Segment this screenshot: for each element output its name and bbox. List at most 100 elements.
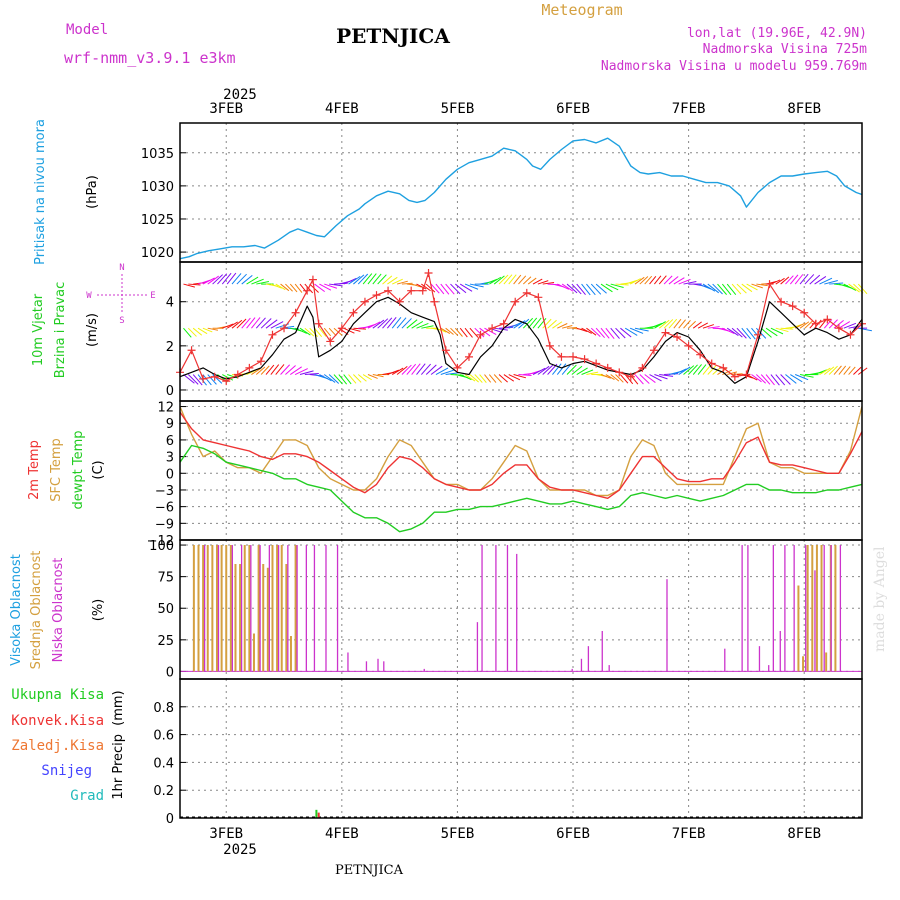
wind-arrow <box>843 283 857 291</box>
wind-arrow <box>755 327 767 339</box>
wind-arrow <box>226 272 237 285</box>
wind-arrow <box>654 321 666 329</box>
wind-arrow <box>688 364 698 375</box>
wind-gust-marker <box>569 352 578 361</box>
wind-gust-marker <box>418 286 427 295</box>
legend-grad: Grad <box>70 788 104 804</box>
wind-gust-marker <box>476 330 485 339</box>
year-top-label: 2025 <box>223 87 257 103</box>
wind-arrow <box>479 374 487 383</box>
ytick-label-wind-0: 0 <box>166 384 174 399</box>
wind-arrow <box>731 327 743 338</box>
wind-arrow <box>557 323 568 329</box>
date-bottom-6FEB: 6FEB <box>556 826 590 842</box>
wind-arrow <box>649 275 657 285</box>
wind-unit: (m/s) <box>85 313 100 347</box>
legend-zaledj-kisa: Zaledj.Kisa <box>11 738 104 754</box>
wind-arrow <box>304 372 319 376</box>
ytick-label-clouds-0: 0 <box>166 665 174 680</box>
date-top-3FEB: 3FEB <box>209 101 243 117</box>
wind-arrow <box>605 283 619 291</box>
wind-arrow <box>532 278 543 285</box>
wind-gust-marker <box>187 346 196 355</box>
wind-arrow <box>372 273 382 285</box>
wind-arrow <box>202 277 215 285</box>
wind-gust-marker <box>545 341 554 350</box>
wind-arrow <box>319 327 327 337</box>
wind-arrow <box>649 322 663 329</box>
compass-e: E <box>150 291 155 301</box>
wind-arrow <box>848 283 860 293</box>
wind-arrow <box>357 374 367 382</box>
precip-ylabel-unit: (mm) <box>111 690 126 725</box>
wind-arrow <box>304 327 315 337</box>
wind-arrow <box>474 374 483 383</box>
wind-arrow <box>824 366 835 375</box>
wind-arrow <box>323 374 336 383</box>
wind-arrow <box>197 327 208 335</box>
wind-arrow <box>707 365 717 375</box>
wind-arrow <box>280 283 290 292</box>
wind-arrow <box>620 327 632 338</box>
wind-arrow <box>411 363 421 375</box>
ytick-label-pressure-1035: 1035 <box>141 147 174 162</box>
wind-arrow <box>231 273 242 285</box>
wind-arrow <box>367 374 378 379</box>
wind-gust-marker <box>511 297 520 306</box>
wind-arrow <box>314 283 325 293</box>
wind-arrow <box>488 374 497 383</box>
compass-rose: N W E S <box>86 263 155 326</box>
wind-arrow <box>760 374 771 385</box>
wind-arrow <box>654 275 662 285</box>
wind-arrow <box>221 272 232 285</box>
wind-arrow <box>353 274 365 285</box>
wind-arrow <box>246 276 259 285</box>
wind-arrow <box>289 366 302 375</box>
wind-arrow <box>367 273 377 285</box>
ytick-label-pressure-1025: 1025 <box>141 213 174 228</box>
wind-gust-marker <box>603 363 612 372</box>
wind-arrow <box>639 374 650 384</box>
date-bottom-5FEB: 5FEB <box>441 826 475 842</box>
bottom-date-labels: 3FEB 4FEB 5FEB 6FEB 7FEB 8FEB <box>209 826 821 842</box>
wind-arrow <box>644 374 656 383</box>
cloud-ylabel-mid: Srednja Oblacnost <box>29 551 44 670</box>
wind-arrow <box>542 282 555 285</box>
wind-arrow <box>765 374 775 386</box>
wind-arrow <box>794 274 804 285</box>
wind-arrow <box>678 319 686 329</box>
wind-arrow <box>513 274 522 285</box>
pressure-line <box>179 137 863 260</box>
wind-arrow <box>838 321 851 329</box>
wind-arrow <box>440 327 451 334</box>
ytick-label-wind-2: 2 <box>166 340 174 355</box>
wind-arrow <box>727 371 738 376</box>
wind-arrow <box>518 374 532 376</box>
wind-arrow <box>396 280 408 285</box>
wind-arrow <box>289 283 298 293</box>
wind-arrow <box>459 327 468 338</box>
wind-arrow <box>183 283 195 288</box>
wind-ylabel: 10m Vjetar <box>31 293 46 366</box>
wind-arrow <box>183 327 192 338</box>
wind-arrow <box>260 365 270 375</box>
wind-arrow <box>387 369 400 375</box>
cloud-unit: (%) <box>91 599 106 622</box>
wind-arrow <box>537 365 550 375</box>
wind-arrow <box>717 283 727 295</box>
wind-arrow <box>624 374 634 385</box>
wind-arrow <box>445 372 459 376</box>
wind-gust-marker <box>638 363 647 372</box>
wind-arrow <box>299 327 311 336</box>
wind-arrow <box>775 327 789 333</box>
wind-arrow <box>726 283 737 295</box>
frame-layer <box>179 122 863 819</box>
wind-arrow <box>736 327 747 339</box>
wind-arrow <box>192 327 203 336</box>
wind-arrow <box>634 276 645 285</box>
wind-arrow <box>280 364 291 375</box>
wind-arrow <box>795 374 809 381</box>
wind-arrow <box>430 283 440 294</box>
wind-arrow <box>270 283 282 289</box>
